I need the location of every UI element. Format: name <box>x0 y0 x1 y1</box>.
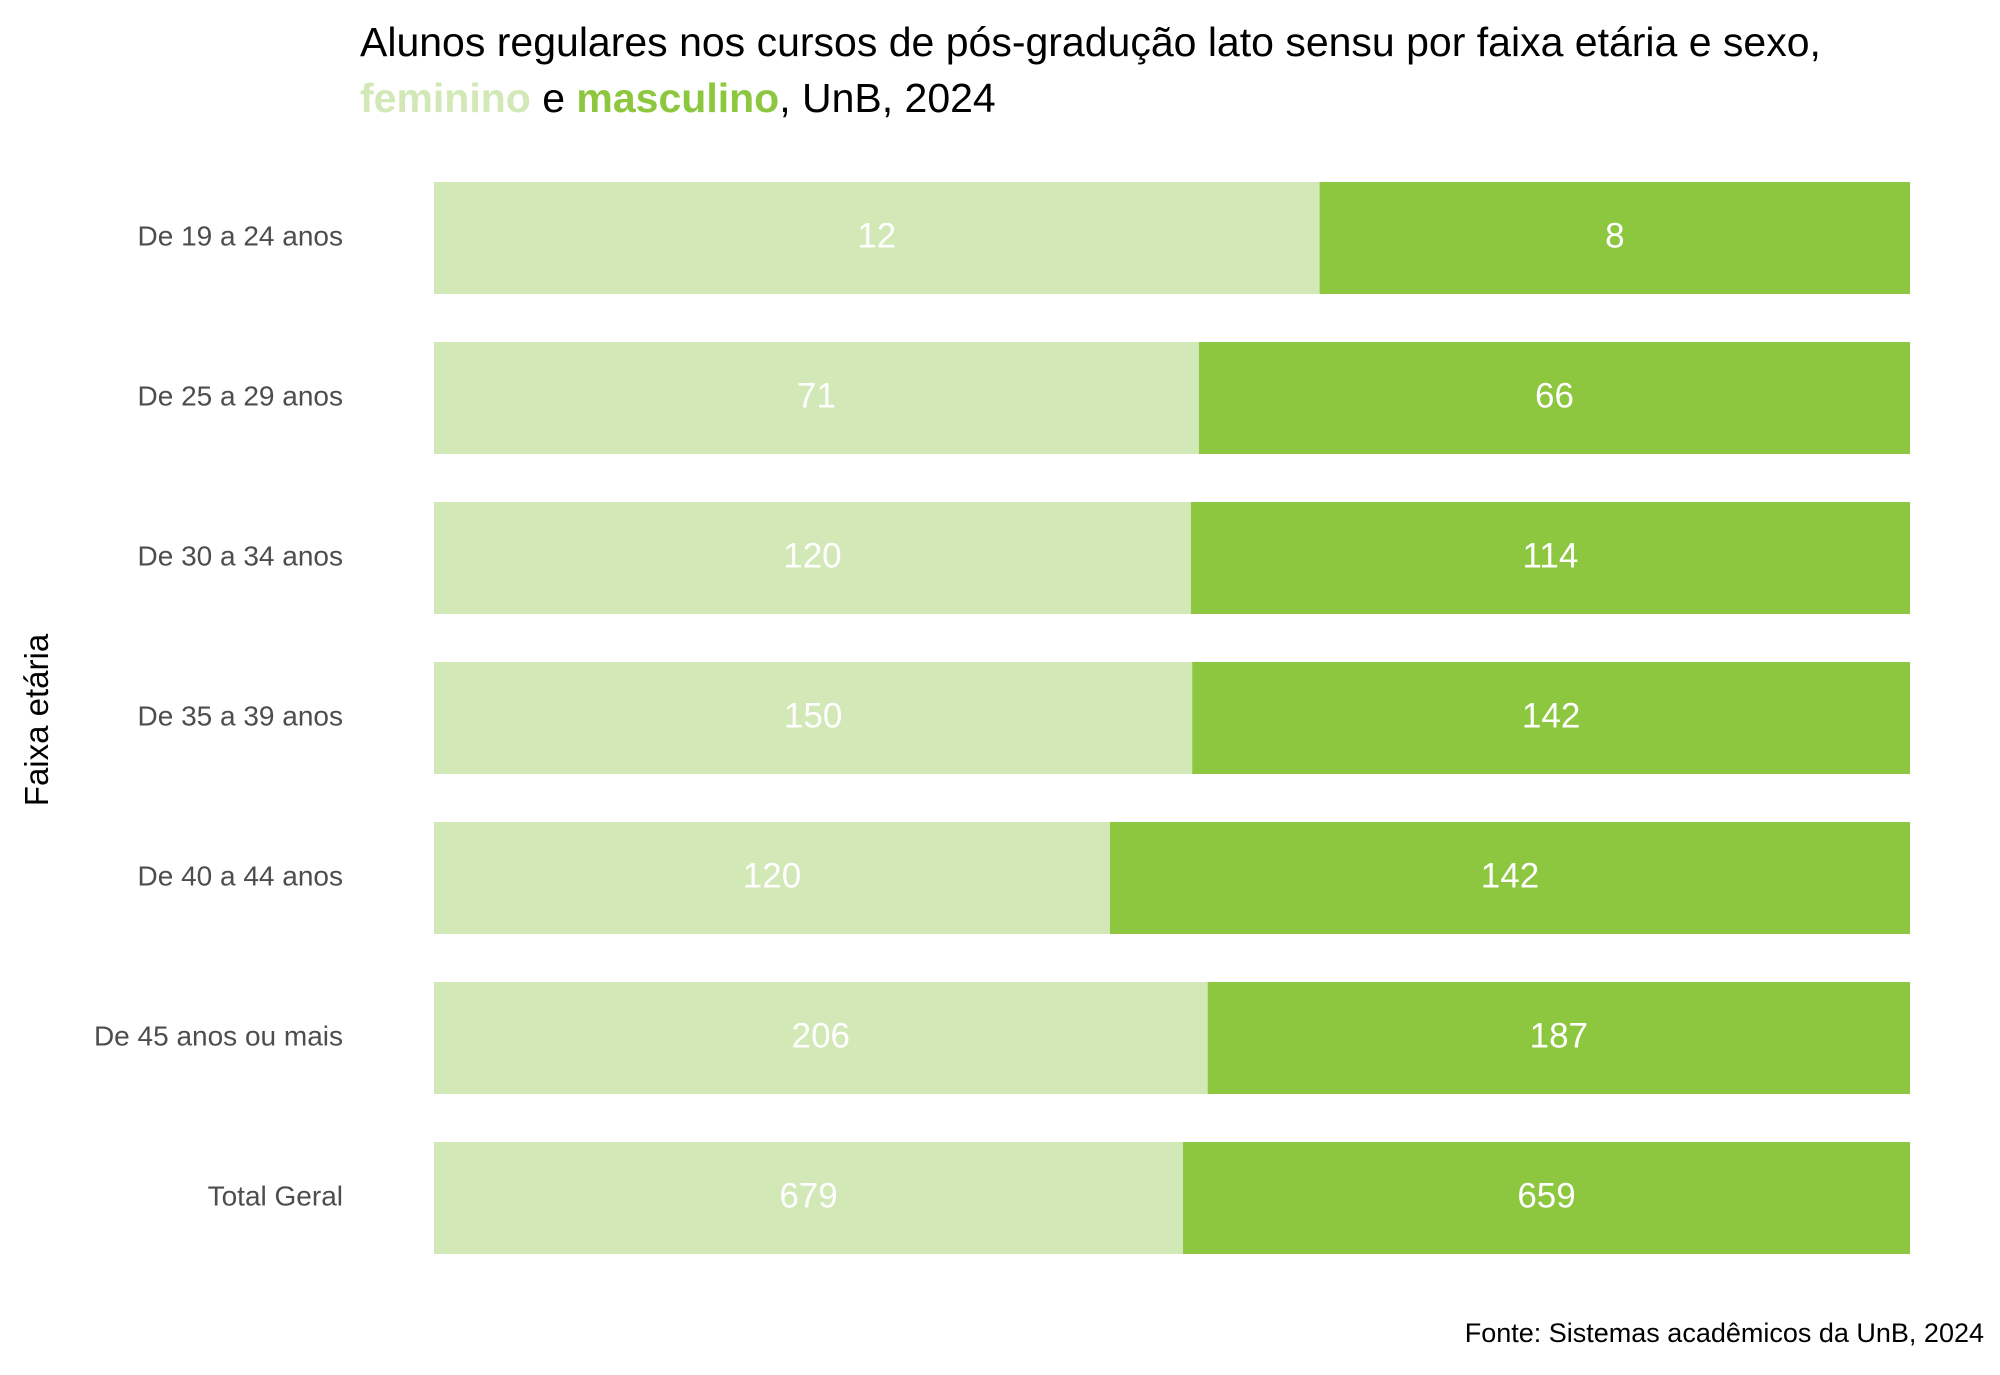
data-label-masculino: 114 <box>1523 536 1579 575</box>
bar-masculino <box>1192 662 1910 774</box>
data-label-feminino: 150 <box>784 696 842 735</box>
y-tick-label: De 45 anos ou mais <box>94 1020 343 1051</box>
title-masculino: masculino <box>576 75 780 121</box>
bar-feminino <box>434 982 1208 1094</box>
bar-feminino <box>434 502 1191 614</box>
data-label-masculino: 66 <box>1535 376 1574 415</box>
y-tick-label: De 40 a 44 anos <box>138 860 344 891</box>
chart-title: Alunos regulares nos cursos de pós-gradu… <box>360 14 1821 126</box>
bar-feminino <box>434 1142 1184 1254</box>
bar-masculino <box>1198 342 1910 454</box>
source-caption: Fonte: Sistemas acadêmicos da UnB, 2024 <box>1464 1318 1984 1348</box>
data-label-masculino: 142 <box>1522 696 1580 735</box>
y-tick-label: De 25 a 29 anos <box>138 380 344 411</box>
y-tick-label: De 30 a 34 anos <box>138 540 344 571</box>
data-label-masculino: 8 <box>1605 216 1624 255</box>
data-label-masculino: 187 <box>1530 1016 1588 1055</box>
data-label-feminino: 120 <box>743 856 801 895</box>
title-line-1: Alunos regulares nos cursos de pós-gradu… <box>360 19 1821 65</box>
bar-masculino <box>1319 182 1910 294</box>
bar-feminino <box>434 182 1320 294</box>
y-tick-label: De 35 a 39 anos <box>138 700 344 731</box>
title-suffix: , UnB, 2024 <box>779 75 996 121</box>
data-label-feminino: 71 <box>797 376 836 415</box>
bar-feminino <box>434 342 1199 454</box>
bar-feminino <box>434 662 1193 774</box>
title-line-2: feminino e masculino, UnB, 2024 <box>360 70 1821 126</box>
bar-masculino <box>1207 982 1910 1094</box>
data-label-feminino: 12 <box>857 216 896 255</box>
data-label-feminino: 206 <box>792 1016 850 1055</box>
data-label-masculino: 142 <box>1481 856 1539 895</box>
title-connector: e <box>530 75 577 121</box>
bar-masculino <box>1110 822 1910 934</box>
title-feminino: feminino <box>360 75 531 121</box>
bar-masculino <box>1190 502 1910 614</box>
data-label-feminino: 679 <box>779 1176 837 1215</box>
data-label-feminino: 120 <box>783 536 841 575</box>
bar-feminino <box>434 822 1111 934</box>
bar-masculino <box>1183 1142 1910 1254</box>
y-tick-label: De 19 a 24 anos <box>138 220 344 251</box>
data-label-masculino: 659 <box>1517 1176 1575 1215</box>
y-tick-label: Total Geral <box>208 1180 343 1211</box>
